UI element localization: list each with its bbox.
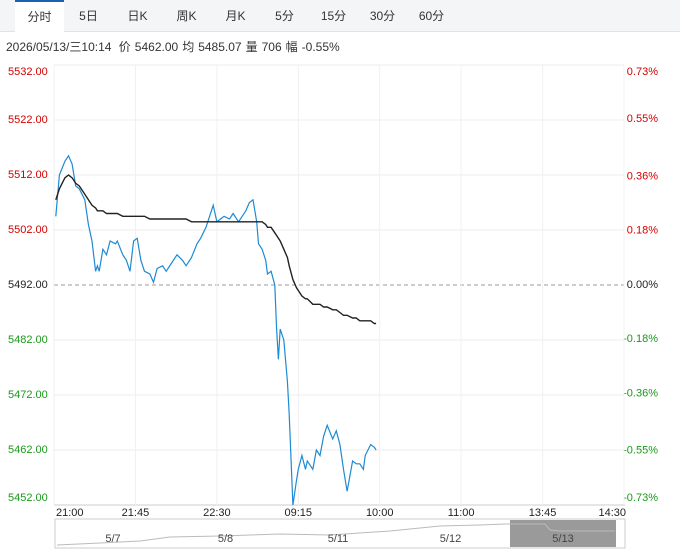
y2-tick-label: -0.73% <box>623 492 658 504</box>
tab[interactable]: 月K <box>225 9 246 23</box>
x-tick-label: 21:45 <box>122 507 150 519</box>
y-tick-label: 5512.00 <box>8 169 48 181</box>
y2-tick-label: -0.18% <box>623 333 658 345</box>
x-tick-label: 09:15 <box>285 507 313 519</box>
info-value: 706 <box>261 40 282 54</box>
navigator-date: 5/8 <box>218 533 233 545</box>
tab[interactable]: 60分 <box>418 9 445 23</box>
y2-tick-label: 0.73% <box>627 66 658 78</box>
navigator-sparkline <box>56 523 615 546</box>
info-label: 价 <box>118 40 131 54</box>
info-value: 5485.07 <box>198 40 242 54</box>
y2-tick-label: -0.55% <box>623 445 658 457</box>
series-line <box>55 154 377 506</box>
y-tick-label: 5462.00 <box>8 444 48 456</box>
y-tick-label: 5502.00 <box>8 224 48 236</box>
x-tick-label: 10:00 <box>366 507 394 519</box>
info-value: -0.55% <box>301 40 340 54</box>
y-tick-label: 5532.00 <box>8 66 48 78</box>
y2-tick-label: 0.18% <box>627 225 658 237</box>
series-line <box>55 174 377 325</box>
info-label: 均 <box>182 40 195 54</box>
tab[interactable]: 5分 <box>275 9 294 23</box>
tab[interactable]: 15分 <box>320 9 347 23</box>
y-tick-label: 5522.00 <box>8 114 48 126</box>
info-label: 幅 <box>285 40 298 54</box>
x-tick-label: 14:30 <box>598 507 626 519</box>
tab[interactable]: 分时 <box>15 0 64 32</box>
y2-tick-label: 0.36% <box>627 170 658 182</box>
info-datetime: 2026/05/13/三10:14 <box>6 40 112 54</box>
navigator-date: 5/11 <box>328 533 349 545</box>
info-label: 量 <box>245 40 258 54</box>
info-value: 5462.00 <box>134 40 179 54</box>
x-tick-label: 21:00 <box>56 507 84 519</box>
navigator-date: 5/12 <box>440 533 461 545</box>
x-tick-label: 11:00 <box>448 507 475 519</box>
y2-tick-label: -0.36% <box>623 387 658 399</box>
navigator-date: 5/7 <box>105 533 120 545</box>
info-line: 2026/05/13/三10:14 价 5462.00 均 5485.07 量 706 幅 -… <box>6 38 344 55</box>
y-tick-label: 5482.00 <box>8 334 48 346</box>
tab[interactable]: 日K <box>127 9 148 23</box>
navigator-date: 5/13 <box>552 533 573 545</box>
y2-tick-label: 0.55% <box>627 113 658 125</box>
y-tick-label: 5452.00 <box>8 492 48 504</box>
tab[interactable]: 5日 <box>79 9 98 23</box>
x-tick-label: 13:45 <box>529 507 557 519</box>
y-tick-label: 5472.00 <box>8 389 48 401</box>
tab[interactable]: 30分 <box>369 9 396 23</box>
tab[interactable]: 周K <box>176 9 197 23</box>
y2-tick-label: 0.00% <box>627 279 658 291</box>
x-tick-label: 22:30 <box>203 507 231 519</box>
y-tick-label: 5492.00 <box>8 279 48 291</box>
tab-bar: 分时 5日 日K 周K 月K 5分 15分 30分 60分 <box>0 0 680 32</box>
